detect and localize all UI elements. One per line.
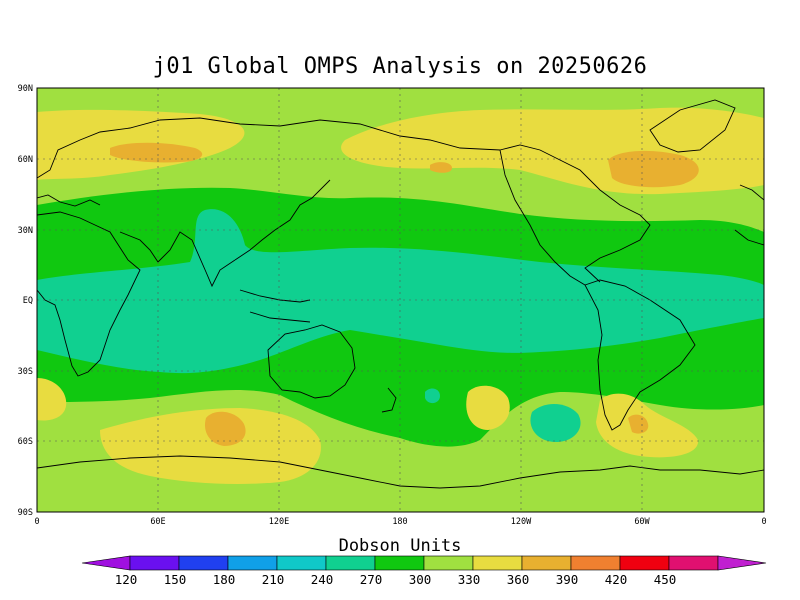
x-tick-label: 180	[392, 517, 407, 527]
colorbar-label: 330	[458, 572, 481, 587]
patch-390-north-1	[110, 142, 203, 163]
y-tick-label: 90N	[18, 84, 33, 94]
y-axis: 90N 60N 30N EQ 30S 60S 90S	[18, 84, 33, 518]
band-270	[37, 209, 764, 374]
band-360-south-2	[100, 408, 321, 484]
x-tick-label: 120E	[269, 517, 289, 527]
x-tick-label: 0	[34, 517, 39, 527]
colorbar-label: 420	[605, 572, 628, 587]
colorbar-swatch	[129, 555, 180, 571]
colorbar-label: 210	[262, 572, 285, 587]
colorbar-swatch	[619, 555, 670, 571]
colorbar-label: 120	[115, 572, 138, 587]
x-tick-label: 60E	[150, 517, 165, 527]
y-tick-label: 90S	[18, 508, 33, 518]
colorbar-swatch	[227, 555, 278, 571]
colorbar-under-triangle	[81, 555, 131, 571]
grid	[37, 88, 764, 512]
band-360-south-3	[466, 385, 510, 430]
cell-270-south-1	[530, 403, 581, 442]
cell-270-south-2	[425, 388, 440, 404]
patch-390-south-1	[204, 411, 246, 446]
colorbar-label: 390	[556, 572, 579, 587]
colorbar-swatch	[325, 555, 376, 571]
colorbar-swatch	[570, 555, 621, 571]
y-tick-label: 30S	[18, 367, 33, 377]
patch-390-north-2	[608, 150, 699, 188]
colorbar-title: Dobson Units	[338, 536, 462, 556]
x-axis: 0 60E 120E 180 120W 60W 0	[34, 517, 766, 527]
colorbar-swatch	[178, 555, 229, 571]
coastlines	[37, 99, 764, 489]
x-tick-label: 0	[761, 517, 766, 527]
colorbar-swatch	[374, 555, 425, 571]
colorbar-swatch	[276, 555, 327, 571]
colorbar: 120 150 180 210 240 270 300 330 360 390 420 450	[81, 555, 767, 587]
colorbar-over-triangle	[717, 555, 767, 571]
colorbar-label: 270	[360, 572, 383, 587]
colorbar-swatch	[423, 555, 474, 571]
colorbar-label: 150	[164, 572, 187, 587]
plot-frame	[36, 87, 765, 513]
map-title: j01 Global OMPS Analysis on 20250626	[152, 54, 648, 79]
patch-390-north-3	[430, 162, 452, 173]
ozone-field	[37, 88, 764, 512]
patch-390-south-2	[628, 414, 649, 434]
y-tick-label: 60N	[18, 155, 33, 165]
x-tick-label: 60W	[634, 517, 650, 527]
colorbar-swatch	[521, 555, 572, 571]
band-360-south-1	[37, 378, 67, 421]
colorbar-label: 360	[507, 572, 530, 587]
colorbar-label: 240	[311, 572, 334, 587]
colorbar-swatch	[472, 555, 523, 571]
y-tick-label: 30N	[18, 226, 33, 236]
y-tick-label: 60S	[18, 437, 33, 447]
colorbar-label: 450	[654, 572, 677, 587]
x-tick-label: 120W	[511, 517, 532, 527]
colorbar-swatch	[668, 555, 719, 571]
y-tick-label: EQ	[23, 296, 33, 306]
colorbar-label: 300	[409, 572, 432, 587]
colorbar-label: 180	[213, 572, 236, 587]
